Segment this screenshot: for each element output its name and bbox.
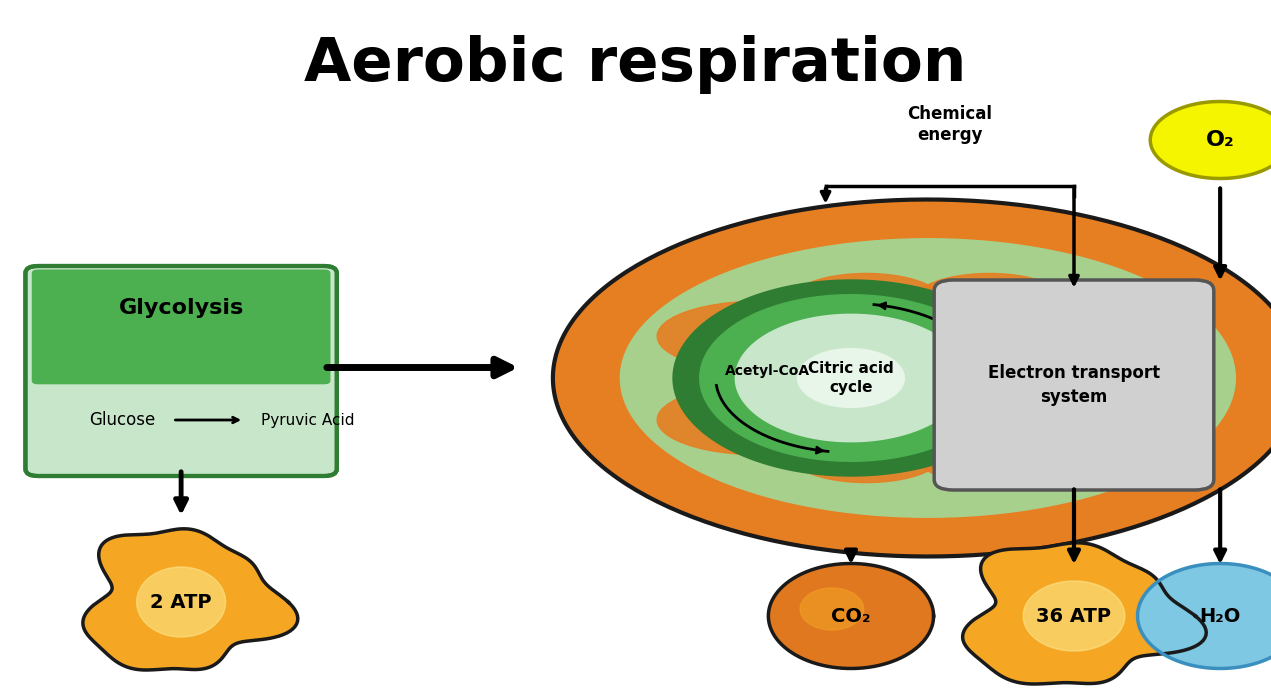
Polygon shape [1138, 564, 1271, 668]
Polygon shape [995, 385, 1199, 455]
Polygon shape [700, 295, 1003, 461]
Polygon shape [674, 280, 1030, 476]
Text: Chemical
energy: Chemical energy [907, 105, 993, 144]
FancyBboxPatch shape [25, 266, 337, 476]
Text: O₂: O₂ [1206, 130, 1234, 150]
Polygon shape [736, 314, 967, 442]
Polygon shape [657, 301, 860, 371]
Polygon shape [791, 426, 943, 482]
Text: 2 ATP: 2 ATP [150, 592, 212, 612]
Polygon shape [791, 274, 943, 330]
Polygon shape [995, 301, 1199, 371]
Text: CO₂: CO₂ [831, 606, 871, 626]
Text: 36 ATP: 36 ATP [1036, 606, 1112, 626]
Text: Acetyl-CoA: Acetyl-CoA [726, 364, 811, 378]
Polygon shape [137, 567, 226, 637]
Text: Pyruvic Acid: Pyruvic Acid [262, 412, 355, 428]
Polygon shape [769, 564, 934, 668]
Text: H₂O: H₂O [1200, 606, 1240, 626]
Text: Citric acid
cycle: Citric acid cycle [808, 361, 894, 395]
Text: Aerobic respiration: Aerobic respiration [304, 35, 967, 94]
FancyBboxPatch shape [934, 280, 1214, 490]
Polygon shape [914, 274, 1065, 330]
Text: Electron transport
system: Electron transport system [988, 364, 1160, 406]
FancyBboxPatch shape [32, 270, 330, 384]
Polygon shape [962, 542, 1206, 684]
Polygon shape [1150, 102, 1271, 178]
Polygon shape [801, 588, 864, 630]
Polygon shape [83, 528, 297, 670]
Polygon shape [553, 199, 1271, 556]
Text: Glycolysis: Glycolysis [118, 298, 244, 318]
Polygon shape [620, 239, 1235, 517]
Polygon shape [657, 385, 860, 455]
Polygon shape [798, 349, 905, 407]
Polygon shape [914, 426, 1065, 482]
Text: Glucose: Glucose [89, 411, 156, 429]
Polygon shape [1023, 581, 1125, 651]
